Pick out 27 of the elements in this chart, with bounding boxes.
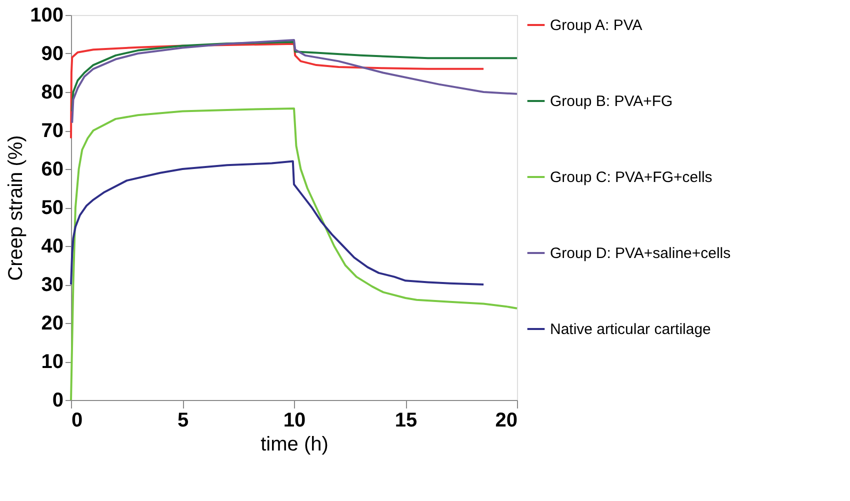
x-tick-label: 0 xyxy=(72,410,83,432)
y-tick-label: 40 xyxy=(41,236,64,258)
y-tick-label: 80 xyxy=(41,82,64,104)
legend-label: Group C: PVA+FG+cells xyxy=(550,169,712,186)
legend-label: Group D: PVA+saline+cells xyxy=(550,245,731,262)
y-tick-label: 100 xyxy=(30,4,64,26)
line-series xyxy=(71,39,518,124)
line-series xyxy=(71,40,518,112)
y-tick-label: 0 xyxy=(52,390,64,412)
x-tick-label: 10 xyxy=(283,410,306,432)
line-series xyxy=(70,160,485,286)
y-tick-label: 50 xyxy=(41,197,64,219)
y-tick-label: 60 xyxy=(41,158,64,180)
y-tick-label: 20 xyxy=(41,312,64,334)
x-tick-label: 5 xyxy=(177,410,189,432)
y-tick-label: 70 xyxy=(41,120,64,142)
legend-label: Group A: PVA xyxy=(550,17,642,34)
legend-label: Group B: PVA+FG xyxy=(550,93,673,110)
y-axis-title: Creep strain (%) xyxy=(5,135,28,281)
line-series xyxy=(70,42,485,140)
legend-label: Native articular cartilage xyxy=(550,321,711,338)
x-tick-label: 15 xyxy=(394,410,418,432)
y-tick-label: 30 xyxy=(41,274,64,296)
y-tick-label: 10 xyxy=(41,351,64,373)
x-tick-label: 20 xyxy=(495,410,518,432)
y-tick-label: 90 xyxy=(41,43,64,65)
x-axis-title: time (h) xyxy=(260,434,328,456)
